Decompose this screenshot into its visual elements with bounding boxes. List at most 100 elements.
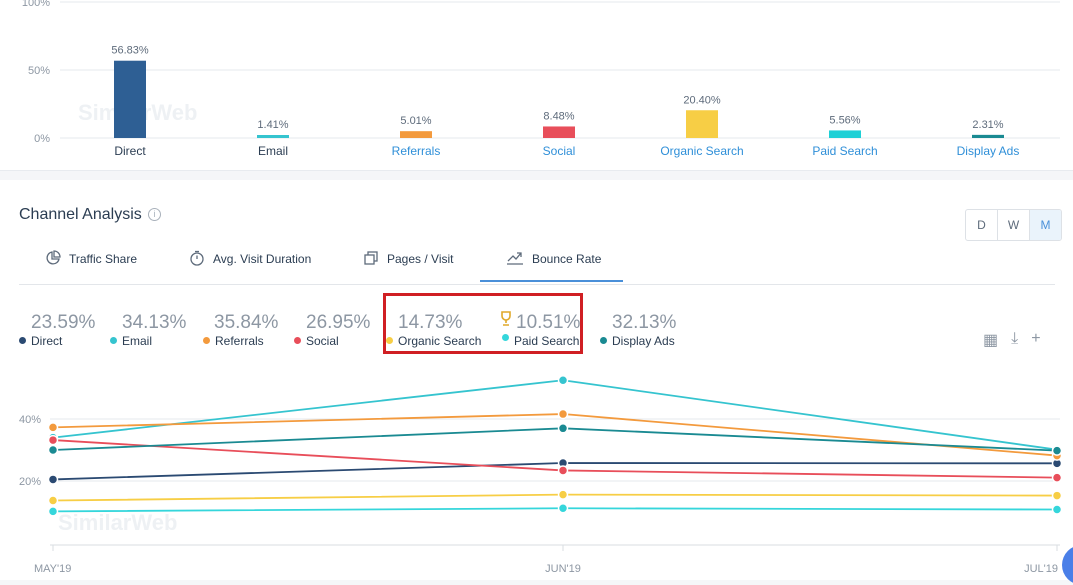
data-label: 8.48% xyxy=(543,110,574,122)
tab-label: Avg. Visit Duration xyxy=(213,252,312,266)
category-label: Social xyxy=(543,144,576,158)
x-tick-label: JUN'19 xyxy=(545,563,581,575)
channel-analysis-card: Channel Analysis i D W M Traffic Share A… xyxy=(0,180,1073,580)
series-point xyxy=(557,465,569,476)
tab-label: Pages / Visit xyxy=(387,252,454,266)
category-label: Organic Search xyxy=(660,144,743,158)
series-point xyxy=(47,495,59,506)
y-tick-label: 0% xyxy=(34,133,50,145)
pages-icon xyxy=(364,251,378,265)
data-label: 20.40% xyxy=(683,94,721,106)
metric-value-social: 26.95% xyxy=(306,312,371,333)
data-label: 2.31% xyxy=(972,119,1003,131)
metric-label-referrals[interactable]: Referrals xyxy=(203,334,264,348)
series-point xyxy=(1051,445,1063,456)
series-point xyxy=(1051,504,1063,515)
data-label: 1.41% xyxy=(257,119,288,131)
legend-label: Referrals xyxy=(215,334,264,348)
legend-dot xyxy=(600,337,607,344)
data-label: 5.01% xyxy=(400,115,431,127)
series-point xyxy=(1051,490,1063,501)
legend-dot xyxy=(502,334,509,341)
excel-export-icon[interactable]: ▦ xyxy=(983,332,999,349)
bar xyxy=(686,110,718,138)
stopwatch-icon xyxy=(190,251,204,266)
legend-label: Email xyxy=(122,334,153,348)
pie-chart-icon xyxy=(46,250,61,265)
x-tick-label: JUL'19 xyxy=(1024,563,1058,575)
legend-label: Display Ads xyxy=(612,334,675,348)
series-line xyxy=(52,439,1058,479)
series-line xyxy=(52,462,1058,481)
granularity-day-button[interactable]: D xyxy=(966,210,998,240)
legend-label: Social xyxy=(306,334,339,348)
series-point xyxy=(557,408,569,420)
series-point xyxy=(557,375,569,386)
tab-pages-per-visit[interactable]: Pages / Visit xyxy=(363,244,453,282)
category-label: Paid Search xyxy=(812,144,877,158)
chat-button[interactable] xyxy=(1062,545,1073,585)
series-point xyxy=(557,489,569,500)
metric-label-direct[interactable]: Direct xyxy=(19,334,62,348)
metric-label-display-ads[interactable]: Display Ads xyxy=(600,334,675,348)
bar xyxy=(400,131,432,138)
y-tick-label: 40% xyxy=(19,414,41,426)
tab-avg-visit-duration[interactable]: Avg. Visit Duration xyxy=(189,244,311,282)
info-icon[interactable]: i xyxy=(148,208,161,221)
add-icon[interactable]: + xyxy=(1031,330,1041,347)
series-point xyxy=(557,423,569,434)
granularity-month-button[interactable]: M xyxy=(1030,210,1061,240)
series-line xyxy=(52,427,1058,452)
category-label: Direct xyxy=(114,144,146,158)
y-tick-label: 20% xyxy=(19,476,41,488)
tab-label: Traffic Share xyxy=(69,252,138,266)
series-point xyxy=(47,474,59,485)
legend-dot xyxy=(386,337,393,344)
metric-value-referrals: 35.84% xyxy=(214,312,279,333)
legend-label: Organic Search xyxy=(398,334,482,348)
series-point xyxy=(47,434,59,446)
metric-label-email[interactable]: Email xyxy=(110,334,152,348)
section-title: Channel Analysis xyxy=(19,206,142,223)
metric-value-paid-search: 10.51% xyxy=(516,312,581,333)
metric-value-display-ads: 32.13% xyxy=(612,312,677,333)
tab-traffic-share[interactable]: Traffic Share xyxy=(45,244,137,282)
trophy-icon xyxy=(500,311,512,332)
metric-value-direct: 23.59% xyxy=(31,312,96,333)
bar xyxy=(543,126,575,138)
data-label: 56.83% xyxy=(111,45,149,57)
category-label: Display Ads xyxy=(957,144,1020,158)
legend-label: Paid Search xyxy=(514,334,580,348)
series-point xyxy=(47,422,59,433)
category-label: Email xyxy=(258,144,288,158)
legend-dot xyxy=(110,337,117,344)
metric-label-paid-search[interactable]: Paid Search xyxy=(502,334,579,348)
tab-label: Bounce Rate xyxy=(532,252,602,266)
metric-label-social[interactable]: Social xyxy=(294,334,339,348)
series-line xyxy=(52,507,1058,513)
legend-dot xyxy=(294,337,301,344)
category-label: Referrals xyxy=(392,144,441,158)
metric-tabs: Traffic Share Avg. Visit Duration Pages … xyxy=(19,244,1055,285)
granularity-week-button[interactable]: W xyxy=(998,210,1030,240)
granularity-toggle: D W M xyxy=(965,209,1062,241)
bar xyxy=(114,60,146,139)
series-point xyxy=(1051,472,1063,483)
legend-dot xyxy=(203,337,210,344)
series-point xyxy=(557,503,569,514)
y-tick-label: 50% xyxy=(28,65,50,77)
x-tick-label: MAY'19 xyxy=(34,563,71,575)
traffic-share-bar-chart: 100% 50% 0% 56.83% Direct 1.41% Email 5.01% Refe… xyxy=(22,0,1060,158)
legend-dot xyxy=(19,337,26,344)
bar xyxy=(972,134,1004,138)
watermark-bottom: SimilarWeb xyxy=(58,510,178,535)
data-label: 5.56% xyxy=(829,114,860,126)
download-icon[interactable]: ⤓ xyxy=(1011,330,1019,347)
bar xyxy=(829,130,861,138)
legend-label: Direct xyxy=(31,334,63,348)
metric-label-organic-search[interactable]: Organic Search xyxy=(386,334,481,348)
tab-bounce-rate[interactable]: Bounce Rate xyxy=(480,244,623,282)
bounce-rate-line-chart: 40% 20% MAY'19 JUN'19 JUL'19 xyxy=(19,375,1063,575)
series-point xyxy=(47,444,59,456)
bounce-arrow-icon xyxy=(507,252,523,265)
